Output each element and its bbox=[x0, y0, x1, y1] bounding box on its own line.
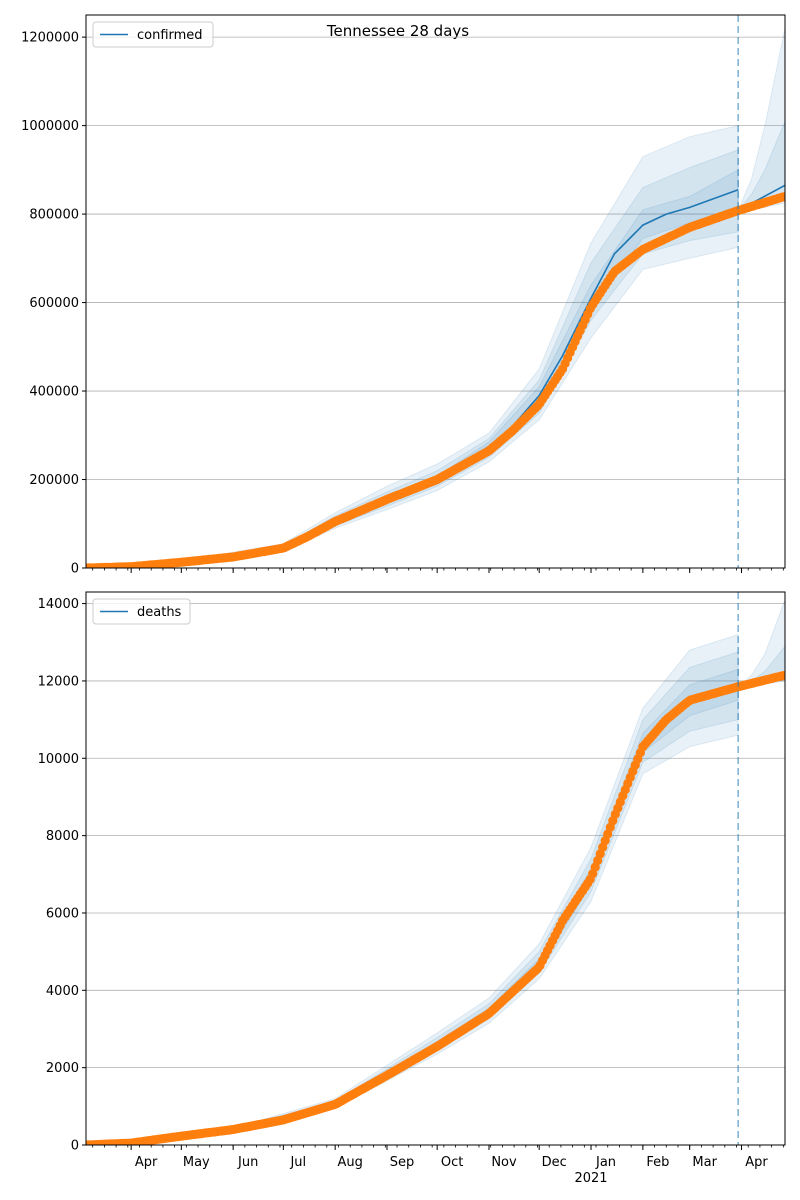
confirmed-observed-series bbox=[86, 192, 785, 568]
confirmed-panel: 0 200000 400000 600000 800000 1000000 1200000 c… bbox=[21, 14, 786, 577]
deaths-x-tick-label-9: Jan bbox=[595, 1155, 616, 1170]
deaths-observed-point bbox=[778, 671, 785, 681]
deaths-observed-series bbox=[86, 671, 785, 1145]
confirmed-y-tick-label-0: 0 bbox=[71, 562, 79, 577]
deaths-y-tick-label-7: 14000 bbox=[38, 597, 79, 612]
deaths-legend-box bbox=[92, 598, 191, 625]
deaths-y-tick-label-3: 6000 bbox=[46, 906, 79, 921]
deaths-x-tick-label-10: Feb bbox=[646, 1155, 669, 1170]
deaths-plot-area bbox=[86, 599, 785, 1145]
confirmed-y-tick-label-4: 800000 bbox=[29, 208, 79, 223]
confirmed-y-tick-label-6: 1200000 bbox=[21, 31, 79, 46]
deaths-y-tick-label-5: 10000 bbox=[38, 752, 79, 767]
deaths-panel: 0 2000 4000 6000 8000 10000 12000 14000 Apr May Ju… bbox=[38, 591, 786, 1186]
confirmed-plot-area bbox=[86, 28, 785, 568]
deaths-x-tick-label-5: Sep bbox=[390, 1155, 415, 1170]
deaths-legend-label: deaths bbox=[137, 605, 182, 620]
deaths-y-tick-label-6: 12000 bbox=[38, 674, 79, 689]
confirmed-axes-frame bbox=[85, 14, 786, 569]
deaths-y-tick-label-2: 4000 bbox=[46, 984, 79, 999]
confirmed-legend: confirmed bbox=[92, 21, 214, 48]
deaths-x-tick-label-0: Apr bbox=[135, 1155, 158, 1170]
deaths-legend: deaths bbox=[92, 598, 191, 625]
confirmed-y-tick-label-2: 400000 bbox=[29, 385, 79, 400]
deaths-y-tick-label-4: 8000 bbox=[46, 829, 79, 844]
figure-title: Tennessee 28 days bbox=[326, 22, 469, 40]
confirmed-legend-label: confirmed bbox=[137, 28, 203, 43]
deaths-x-tick-label-2: Jun bbox=[237, 1155, 258, 1170]
deaths-x-tick-label-3: Jul bbox=[289, 1155, 306, 1170]
confirmed-y-tick-label-3: 600000 bbox=[29, 296, 79, 311]
deaths-y-tick-label-0: 0 bbox=[71, 1139, 79, 1154]
deaths-x-tick-label-11: Mar bbox=[692, 1155, 717, 1170]
confirmed-y-tick-label-1: 200000 bbox=[29, 473, 79, 488]
deaths-x-tick-label-6: Oct bbox=[441, 1155, 463, 1170]
confirmed-observed-point bbox=[778, 192, 785, 202]
deaths-axes-frame bbox=[85, 591, 786, 1146]
deaths-x-tick-label-7: Nov bbox=[491, 1155, 517, 1170]
deaths-y-tick-label-1: 2000 bbox=[46, 1061, 79, 1076]
confirmed-legend-box bbox=[92, 21, 214, 48]
confirmed-y-tick-label-5: 1000000 bbox=[21, 119, 79, 134]
deaths-x-tick-label-12: Apr bbox=[745, 1155, 768, 1170]
deaths-x-tick-label-4: Aug bbox=[337, 1155, 362, 1170]
deaths-x-year-label: 2021 bbox=[574, 1171, 607, 1186]
deaths-x-tick-label-8: Dec bbox=[542, 1155, 567, 1170]
confirmed-uncertainty-band-1 bbox=[86, 149, 739, 568]
deaths-x-tick-label-1: May bbox=[183, 1155, 210, 1170]
